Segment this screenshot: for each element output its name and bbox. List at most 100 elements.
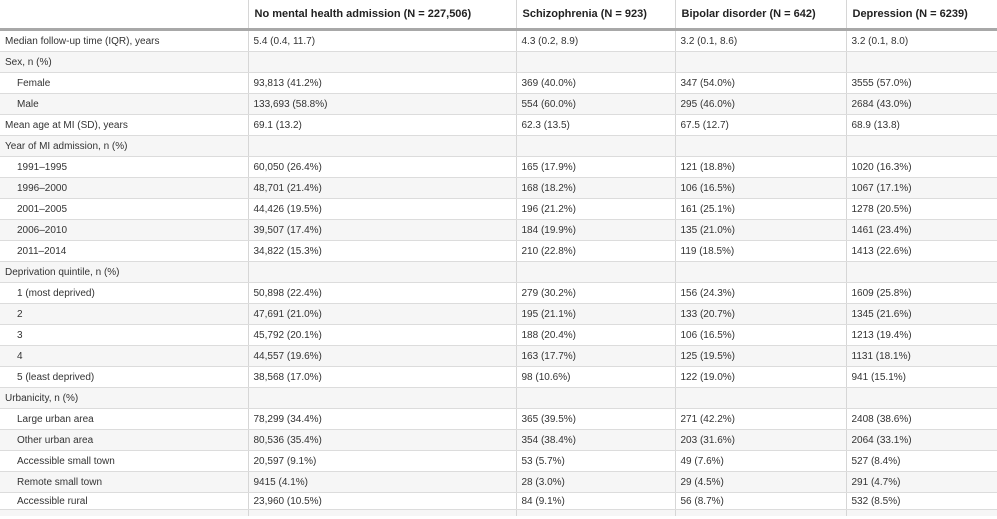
cell-bipolar bbox=[675, 261, 847, 283]
table-row: Sex, n (%) bbox=[0, 51, 997, 73]
table-row: 1996–2000 48,701 (21.4%) 168 (18.2%) 106 (1… bbox=[0, 177, 997, 199]
cell-bipolar: 106 (16.5%) bbox=[675, 324, 847, 346]
table-row: Other urban area 80,536 (35.4%) 354 (38.4%… bbox=[0, 429, 997, 451]
cell-schizophrenia: 369 (40.0%) bbox=[516, 72, 676, 94]
cell-schizophrenia: 188 (20.4%) bbox=[516, 324, 676, 346]
cell-depression: 291 (4.7%) bbox=[846, 471, 997, 493]
table-row: 2001–2005 44,426 (19.5%) 196 (21.2%) 161 (2… bbox=[0, 198, 997, 220]
table-row: Accessible rural 23,960 (10.5%) 84 (9.1%) 5… bbox=[0, 492, 997, 510]
cell-no-mental-health: 34,822 (15.3%) bbox=[248, 240, 517, 262]
row-label-subcategory: 1991–1995 bbox=[0, 156, 249, 178]
cell-schizophrenia: 554 (60.0%) bbox=[516, 93, 676, 115]
cell-depression: 532 (8.5%) bbox=[846, 492, 997, 510]
row-label-subcategory: Large urban area bbox=[0, 408, 249, 430]
cell-no-mental-health: 9415 (4.1%) bbox=[248, 471, 517, 493]
table-row: 1991–1995 60,050 (26.4%) 165 (17.9%) 121 (1… bbox=[0, 156, 997, 178]
row-label-subcategory: Other urban area bbox=[0, 429, 249, 451]
cell-no-mental-health: 48,701 (21.4%) bbox=[248, 177, 517, 199]
row-label-category: Sex, n (%) bbox=[0, 51, 249, 73]
cell-depression: 1413 (22.6%) bbox=[846, 240, 997, 262]
table-row: 2006–2010 39,507 (17.4%) 184 (19.9%) 135 (2… bbox=[0, 219, 997, 241]
cell-schizophrenia: 195 (21.1%) bbox=[516, 303, 676, 325]
row-label-subcategory: 2011–2014 bbox=[0, 240, 249, 262]
cell-depression: 941 (15.1%) bbox=[846, 366, 997, 388]
table-row: Male 133,693 (58.8%) 554 (60.0%) 295 (46.0%… bbox=[0, 93, 997, 115]
row-label-subcategory: Accessible rural bbox=[0, 492, 249, 510]
cell-no-mental-health: 50,898 (22.4%) bbox=[248, 282, 517, 304]
cell-depression: 3.2 (0.1, 8.0) bbox=[846, 29, 997, 52]
cell-schizophrenia: 98 (10.6%) bbox=[516, 366, 676, 388]
cell-no-mental-health: 44,426 (19.5%) bbox=[248, 198, 517, 220]
cell-depression: 1131 (18.1%) bbox=[846, 345, 997, 367]
cell-bipolar bbox=[675, 135, 847, 157]
table-row: Urbanicity, n (%) bbox=[0, 387, 997, 409]
cell-schizophrenia: 354 (38.4%) bbox=[516, 429, 676, 451]
cell-schizophrenia: 4.3 (0.2, 8.9) bbox=[516, 29, 676, 52]
cell-bipolar: 67.5 (12.7) bbox=[675, 114, 847, 136]
cell-depression bbox=[846, 135, 997, 157]
cell-no-mental-health: 20,597 (9.1%) bbox=[248, 450, 517, 472]
table-row: 4 44,557 (19.6%) 163 (17.7%) 125 (19.5%) 113… bbox=[0, 345, 997, 367]
table-row: Year of MI admission, n (%) bbox=[0, 135, 997, 157]
cell-depression: 68.9 (13.8) bbox=[846, 114, 997, 136]
row-label-subcategory: 1 (most deprived) bbox=[0, 282, 249, 304]
cell-bipolar: 121 (18.8%) bbox=[675, 156, 847, 178]
cell-schizophrenia: 62.3 (13.5) bbox=[516, 114, 676, 136]
cell-no-mental-health: 45,792 (20.1%) bbox=[248, 324, 517, 346]
cell-schizophrenia: 53 (5.7%) bbox=[516, 450, 676, 472]
row-label-category: Median follow-up time (IQR), years bbox=[0, 29, 249, 52]
cell-bipolar: 133 (20.7%) bbox=[675, 303, 847, 325]
row-label-subcategory: Male bbox=[0, 93, 249, 115]
table-row: Female 93,813 (41.2%) 369 (40.0%) 347 (54.0… bbox=[0, 72, 997, 94]
column-header-bipolar: Bipolar disorder (N = 642) bbox=[675, 0, 847, 31]
cell-bipolar bbox=[675, 51, 847, 73]
row-label-subcategory: 3 bbox=[0, 324, 249, 346]
cell-schizophrenia bbox=[516, 135, 676, 157]
table-row: 5 (least deprived) 38,568 (17.0%) 98 (10.6… bbox=[0, 366, 997, 388]
cell-no-mental-health: 39,507 (17.4%) bbox=[248, 219, 517, 241]
table-row: Mean age at MI (SD), years 69.1 (13.2) 62.… bbox=[0, 114, 997, 136]
row-label-category: Urbanicity, n (%) bbox=[0, 387, 249, 409]
cell-bipolar: 29 (4.5%) bbox=[675, 471, 847, 493]
column-header-no-mental-health: No mental health admission (N = 227,506) bbox=[248, 0, 517, 31]
cell-bipolar: 56 (8.7%) bbox=[675, 492, 847, 510]
row-label-category: Mean age at MI (SD), years bbox=[0, 114, 249, 136]
cell-schizophrenia: 28 (3.0%) bbox=[516, 471, 676, 493]
cell-depression: 2064 (33.1%) bbox=[846, 429, 997, 451]
cell-schizophrenia: 163 (17.7%) bbox=[516, 345, 676, 367]
row-label-subcategory: Remote small town bbox=[0, 471, 249, 493]
cell-bipolar: 122 (19.0%) bbox=[675, 366, 847, 388]
cell-bipolar: 3.2 (0.1, 8.6) bbox=[675, 29, 847, 52]
row-label-subcategory: 1996–2000 bbox=[0, 177, 249, 199]
cell-depression: 1067 (17.1%) bbox=[846, 177, 997, 199]
filler-cell bbox=[0, 509, 249, 516]
row-label-subcategory: 2006–2010 bbox=[0, 219, 249, 241]
table-row: Large urban area 78,299 (34.4%) 365 (39.5%… bbox=[0, 408, 997, 430]
row-label-subcategory: 2 bbox=[0, 303, 249, 325]
cell-bipolar: 135 (21.0%) bbox=[675, 219, 847, 241]
cell-no-mental-health bbox=[248, 51, 517, 73]
table-row: 3 45,792 (20.1%) 188 (20.4%) 106 (16.5%) 121… bbox=[0, 324, 997, 346]
cell-no-mental-health: 5.4 (0.4, 11.7) bbox=[248, 29, 517, 52]
cell-depression: 1609 (25.8%) bbox=[846, 282, 997, 304]
cell-bipolar: 106 (16.5%) bbox=[675, 177, 847, 199]
cell-no-mental-health: 44,557 (19.6%) bbox=[248, 345, 517, 367]
cell-no-mental-health: 60,050 (26.4%) bbox=[248, 156, 517, 178]
cell-bipolar: 49 (7.6%) bbox=[675, 450, 847, 472]
table-row: Remote small town 9415 (4.1%) 28 (3.0%) 29 … bbox=[0, 471, 997, 493]
row-label-category: Deprivation quintile, n (%) bbox=[0, 261, 249, 283]
cell-no-mental-health: 38,568 (17.0%) bbox=[248, 366, 517, 388]
table-row: Accessible small town 20,597 (9.1%) 53 (5.… bbox=[0, 450, 997, 472]
cell-depression bbox=[846, 51, 997, 73]
cell-bipolar: 125 (19.5%) bbox=[675, 345, 847, 367]
cell-schizophrenia bbox=[516, 51, 676, 73]
cell-bipolar: 156 (24.3%) bbox=[675, 282, 847, 304]
table-body: Median follow-up time (IQR), years 5.4 (0… bbox=[0, 29, 997, 516]
cell-depression: 1213 (19.4%) bbox=[846, 324, 997, 346]
row-label-subcategory: 5 (least deprived) bbox=[0, 366, 249, 388]
cell-depression: 3555 (57.0%) bbox=[846, 72, 997, 94]
filler-cell bbox=[516, 509, 676, 516]
filler-cell bbox=[675, 509, 847, 516]
cell-schizophrenia: 365 (39.5%) bbox=[516, 408, 676, 430]
table-row: Median follow-up time (IQR), years 5.4 (0… bbox=[0, 29, 997, 52]
